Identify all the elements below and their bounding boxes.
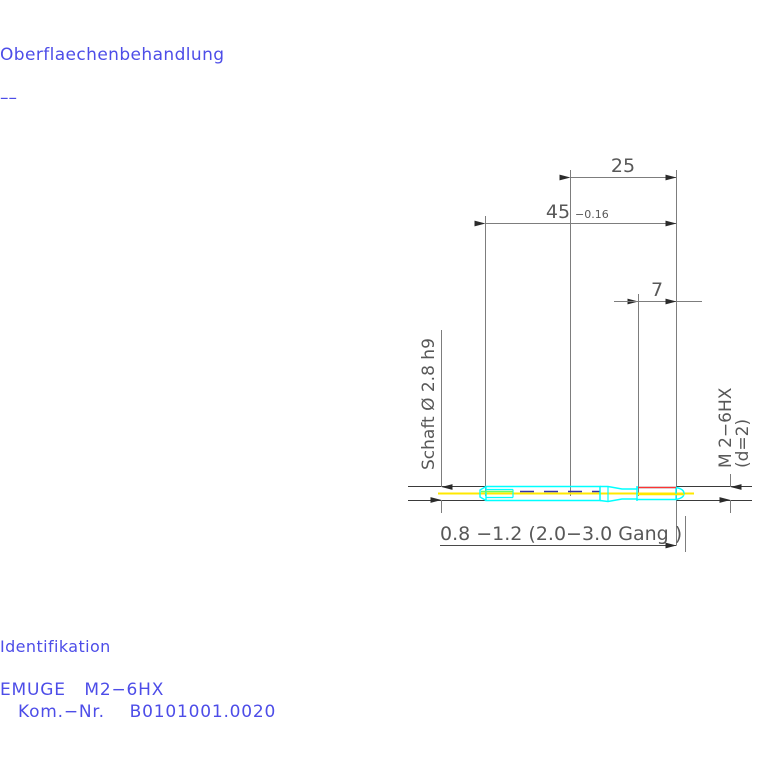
extension-lines <box>485 170 677 545</box>
dimension-tolerance-45: −0.16 <box>575 208 609 221</box>
dimension-overall-length: 45 −0.16 <box>474 201 677 227</box>
dimension-value-45: 45 <box>546 201 570 223</box>
dimension-thread-diameter: M 2−6HX (d=2) <box>716 387 753 513</box>
tool-mid-step <box>599 486 609 502</box>
tool-taper-upper <box>600 485 638 490</box>
thread-spec-label: M 2−6HX <box>716 387 736 468</box>
chamfer-label: 0.8 −1.2 (2.0−3.0 Gang ) <box>440 523 682 545</box>
identification-manufacturer: EMUGE M2−6HX <box>0 680 165 700</box>
tool-taper-lower <box>599 498 638 503</box>
dimension-shank-diameter: Schaft Ø 2.8 h9 <box>419 330 453 513</box>
thread-diameter-label: (d=2) <box>733 419 753 468</box>
surface-treatment-heading: Oberflaechenbehandlung <box>0 45 225 65</box>
dimension-shank-length: 25 <box>559 155 677 181</box>
tool-tip <box>675 486 685 501</box>
identification-order-number: Kom.−Nr. B0101001.0020 <box>18 702 277 722</box>
dimension-thread-length: 7 <box>614 279 702 305</box>
tool-geometry <box>438 485 694 503</box>
dimension-chamfer: 0.8 −1.2 (2.0−3.0 Gang ) <box>440 516 686 552</box>
shank-diameter-label: Schaft Ø 2.8 h9 <box>419 338 439 470</box>
tool-shank-left-chamfer <box>479 485 487 502</box>
surface-treatment-value: –– <box>0 88 17 108</box>
identification-heading: Identifikation <box>0 637 111 656</box>
dimension-value-7: 7 <box>651 279 663 301</box>
dimension-value-25: 25 <box>611 155 635 177</box>
